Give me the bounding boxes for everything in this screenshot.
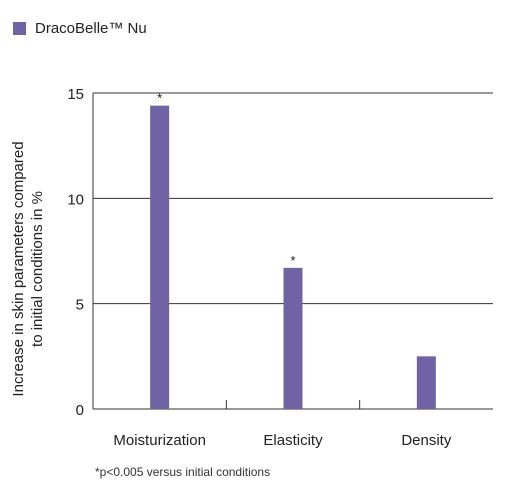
y-axis-label-line-2: to initial conditions in % xyxy=(29,191,46,347)
y-tick-label-10: 10 xyxy=(67,191,84,208)
x-tick-label-moisturization: Moisturization xyxy=(113,432,206,449)
bar-density xyxy=(416,356,436,409)
significance-markers: ** xyxy=(157,91,295,268)
y-tick-label-15: 15 xyxy=(67,86,84,103)
significance-marker-moisturization: * xyxy=(157,91,162,106)
legend-label: DracoBelle™ Nu xyxy=(35,20,147,37)
bar-elasticity xyxy=(283,267,303,409)
legend-swatch xyxy=(13,22,26,35)
x-tick-label-density: Density xyxy=(401,432,452,449)
x-tick-labels: Moisturization Elasticity Density xyxy=(113,432,451,449)
significance-marker-elasticity: * xyxy=(290,253,295,268)
footnote: *p<0.005 versus initial conditions xyxy=(95,465,271,479)
y-tick-labels: 0 5 10 15 xyxy=(67,86,84,419)
legend: DracoBelle™ Nu xyxy=(13,20,147,37)
x-tick-label-elasticity: Elasticity xyxy=(263,432,323,449)
bar-moisturization xyxy=(150,105,170,409)
y-tick-label-0: 0 xyxy=(76,402,84,419)
y-tick-label-5: 5 xyxy=(76,297,84,314)
y-axis-label-line-1: Increase in skin parameters compared xyxy=(10,141,27,396)
bars xyxy=(150,105,436,409)
